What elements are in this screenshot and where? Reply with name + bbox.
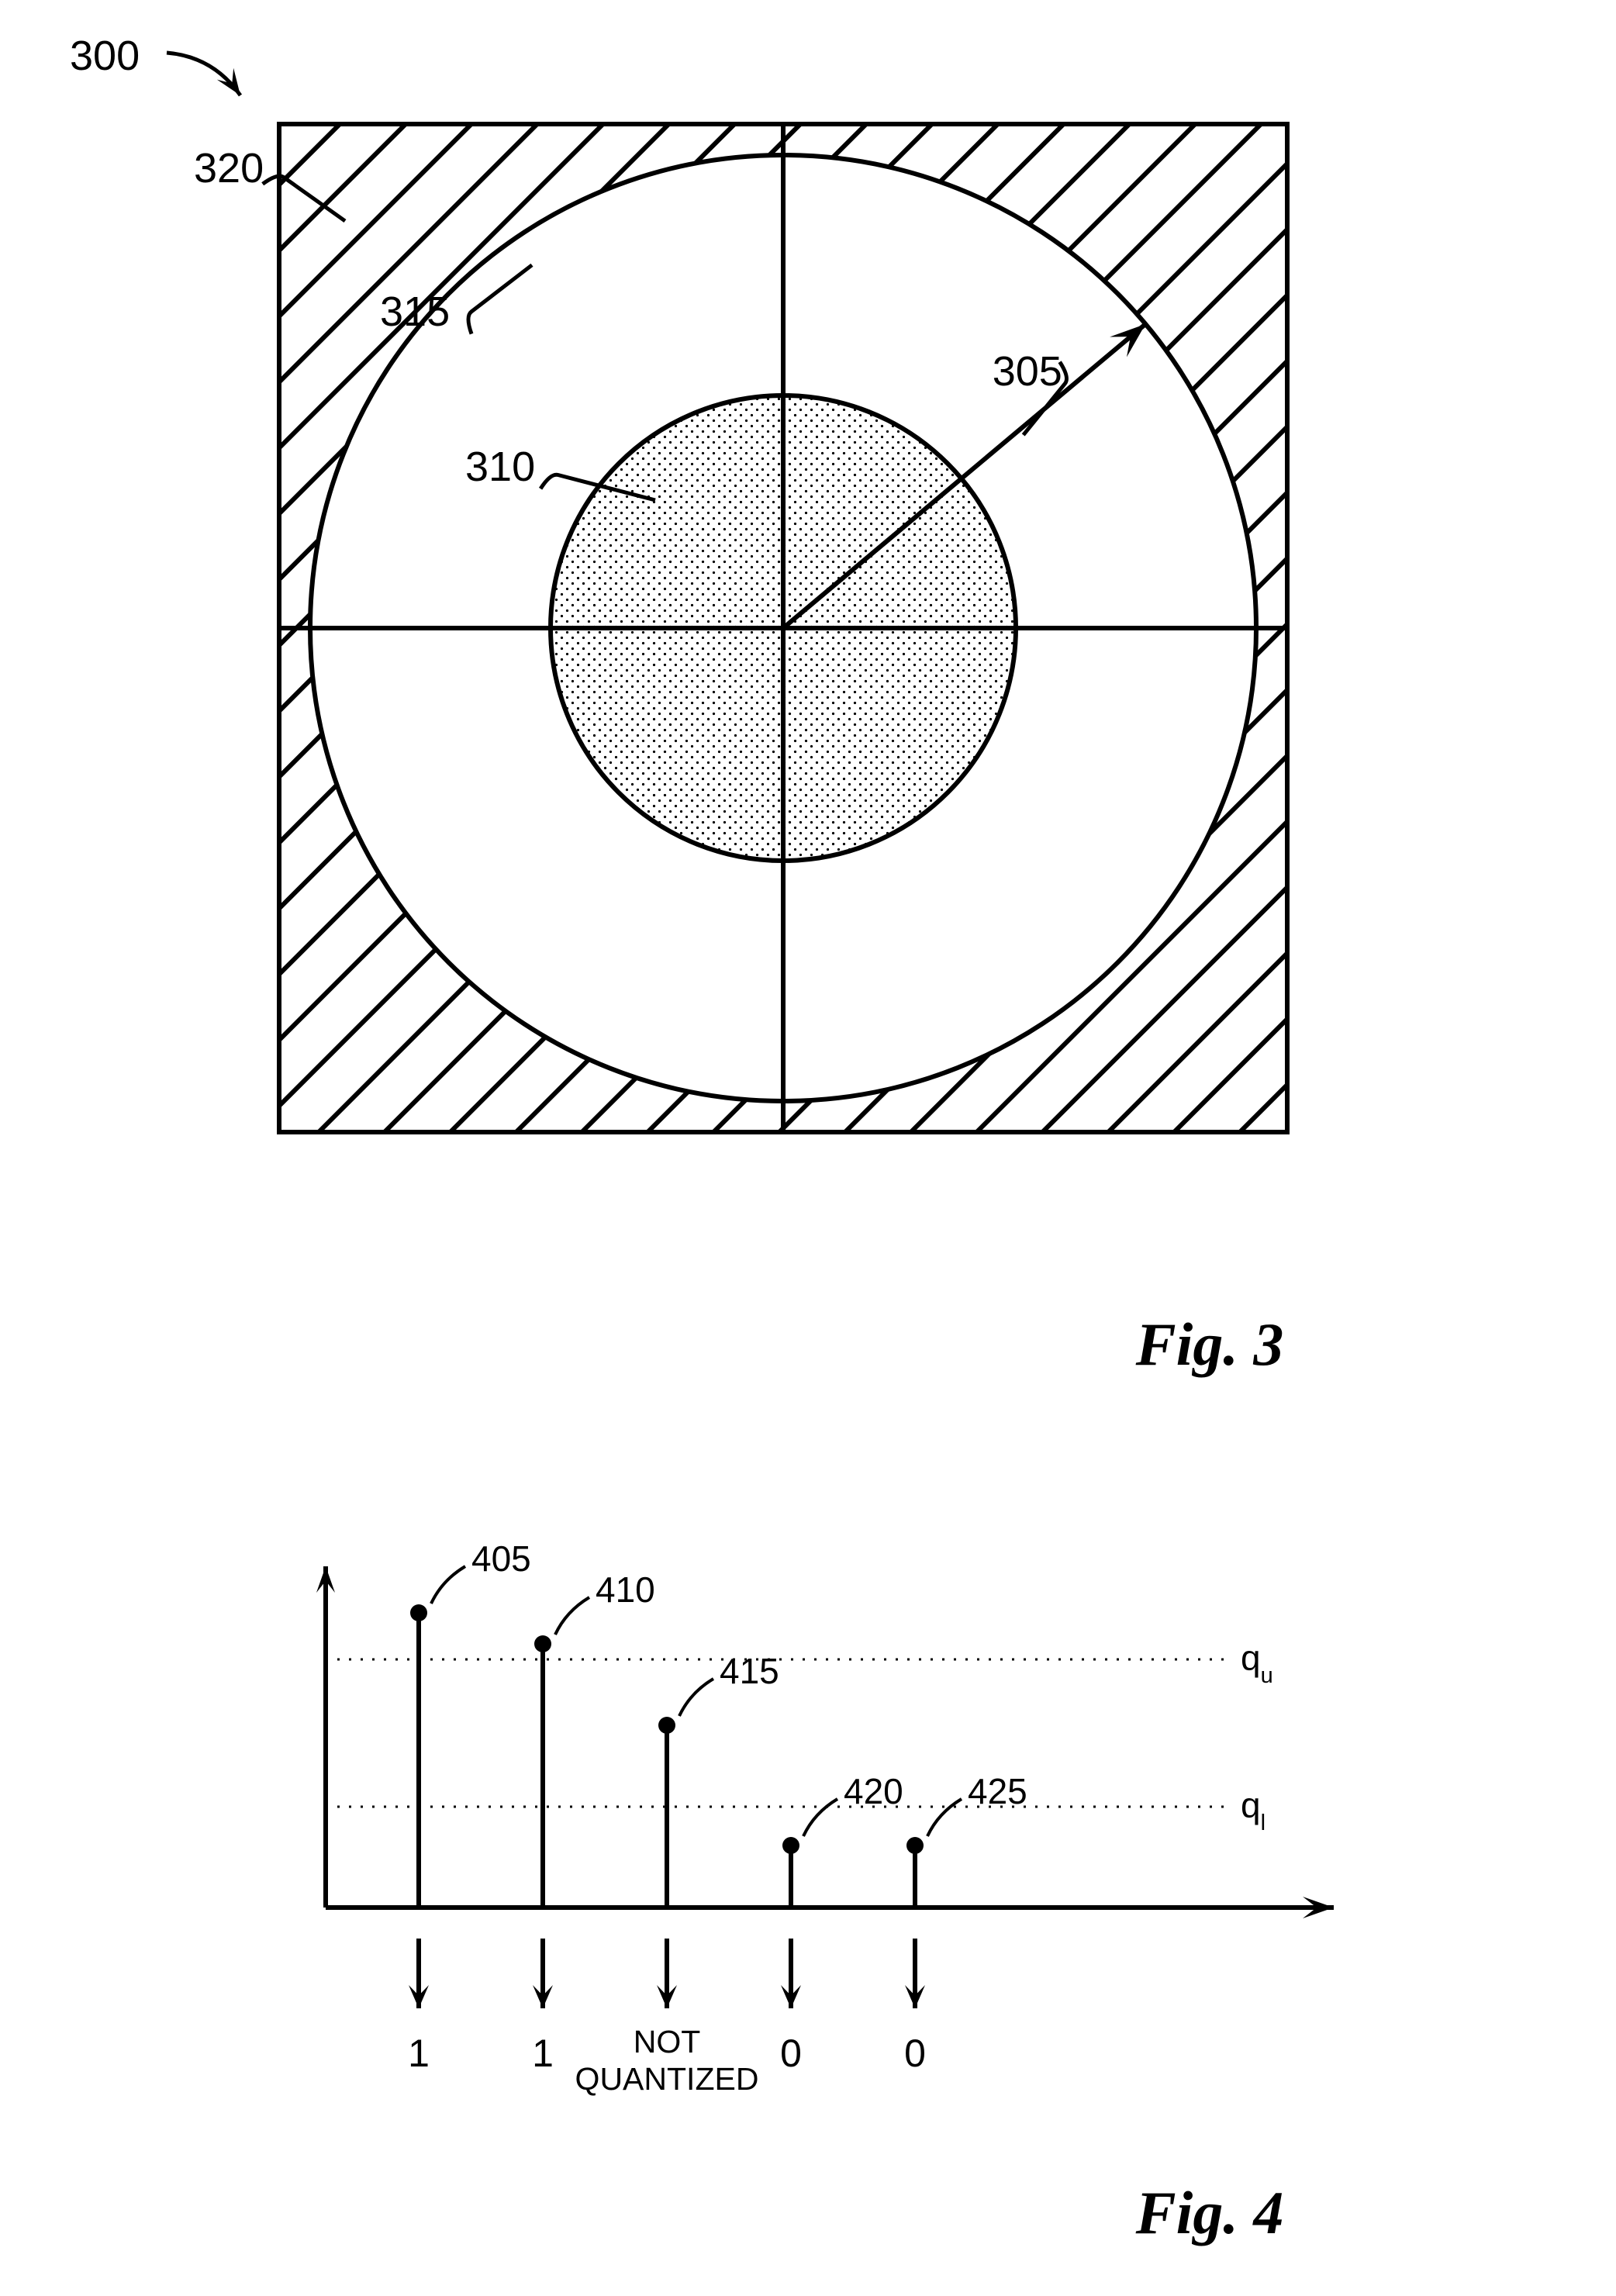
leader-line xyxy=(679,1679,713,1716)
result-value-top: NOT xyxy=(634,2024,701,2059)
ref-425: 425 xyxy=(968,1771,1027,1811)
leader-line xyxy=(431,1566,465,1604)
ref-415: 415 xyxy=(720,1651,779,1691)
stem-dot xyxy=(534,1635,551,1652)
ref-l320: 320 xyxy=(194,145,264,192)
fig4: qu ql 405 1 410 1 415 NOTQUANTIZED 420 0 425 0 Fig. … xyxy=(316,1538,1334,2246)
result-value-bot: QUANTIZED xyxy=(575,2061,759,2097)
ref-410: 410 xyxy=(596,1569,655,1610)
ref-405: 405 xyxy=(471,1538,531,1579)
ref-420: 420 xyxy=(844,1771,903,1811)
result-value: 1 xyxy=(408,2032,430,2075)
fig4-stem-425: 425 0 xyxy=(904,1771,1027,2075)
fig4-ql-label: ql xyxy=(1241,1785,1266,1835)
leader-line xyxy=(927,1799,962,1836)
leader-line xyxy=(803,1799,837,1836)
ref-l305: 305 xyxy=(993,348,1062,395)
ref-l300: 300 xyxy=(70,33,140,79)
result-value: 1 xyxy=(532,2032,554,2075)
fig3-caption: Fig. 3 xyxy=(1135,1310,1284,1378)
stem-dot xyxy=(906,1837,924,1854)
leader-line xyxy=(167,53,240,95)
fig4-qu-label: qu xyxy=(1241,1638,1273,1688)
ref-l315: 315 xyxy=(380,288,450,335)
fig4-stem-415: 415 NOTQUANTIZED xyxy=(575,1651,779,2097)
stem-dot xyxy=(410,1604,427,1621)
stem-dot xyxy=(782,1837,799,1854)
result-value: 0 xyxy=(780,2032,802,2075)
result-value: 0 xyxy=(904,2032,926,2075)
fig4-caption: Fig. 4 xyxy=(1135,2179,1284,2246)
ref-l310: 310 xyxy=(465,444,535,490)
leader-line xyxy=(555,1597,589,1635)
fig3: 300 320 315 310 305 Fig. 3 xyxy=(70,33,1287,1378)
fig4-stem-410: 410 1 xyxy=(532,1569,655,2075)
fig4-stem-420: 420 0 xyxy=(780,1771,903,2075)
stem-dot xyxy=(658,1717,675,1734)
